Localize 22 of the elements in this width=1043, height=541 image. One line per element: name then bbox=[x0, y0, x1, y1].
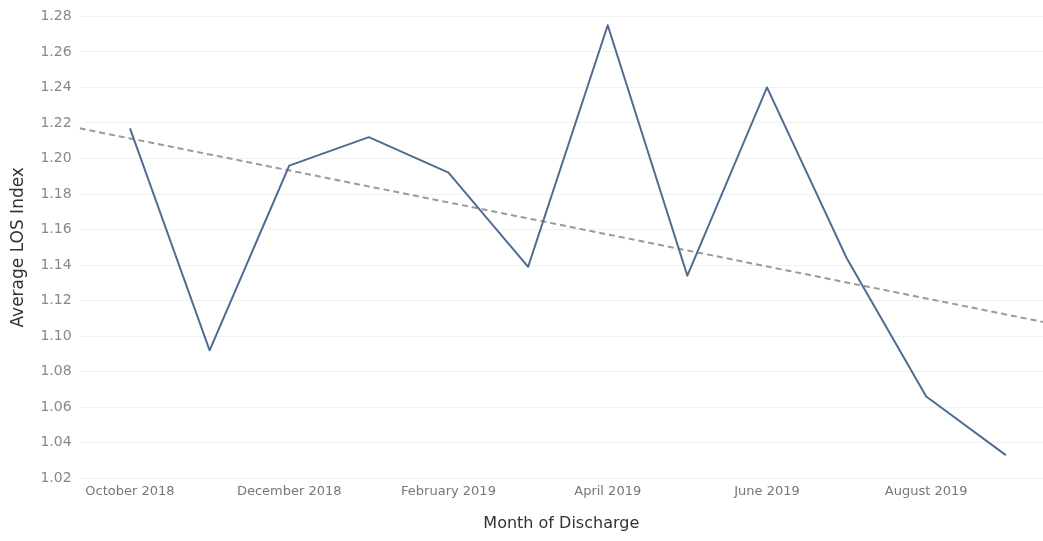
x-axis-title: Month of Discharge bbox=[483, 512, 640, 532]
y-axis-title: Average LOS Index bbox=[6, 167, 27, 328]
x-tick-label: February 2019 bbox=[401, 483, 496, 499]
x-tick-label: December 2018 bbox=[236, 483, 342, 499]
x-tick-label: April 2019 bbox=[574, 483, 642, 499]
y-tick-label: 1.12 bbox=[40, 291, 72, 308]
y-tick-label: 1.20 bbox=[40, 149, 72, 166]
y-tick-label: 1.22 bbox=[40, 113, 72, 130]
y-tick-label: 1.08 bbox=[40, 362, 72, 379]
y-tick-label: 1.16 bbox=[40, 220, 72, 237]
x-tick-label: October 2018 bbox=[85, 483, 175, 499]
x-tick-label: June 2019 bbox=[733, 483, 800, 499]
y-tick-label: 1.24 bbox=[40, 78, 72, 95]
x-tick-label: August 2019 bbox=[884, 483, 968, 499]
y-tick-label: 1.02 bbox=[40, 468, 72, 485]
y-tick-label: 1.28 bbox=[40, 7, 72, 24]
y-tick-label: 1.06 bbox=[40, 397, 72, 414]
y-tick-label: 1.04 bbox=[40, 433, 72, 450]
y-tick-label: 1.26 bbox=[40, 42, 72, 59]
y-tick-label: 1.10 bbox=[40, 326, 72, 343]
y-tick-label: 1.14 bbox=[40, 255, 72, 272]
y-tick-label: 1.18 bbox=[40, 184, 72, 201]
